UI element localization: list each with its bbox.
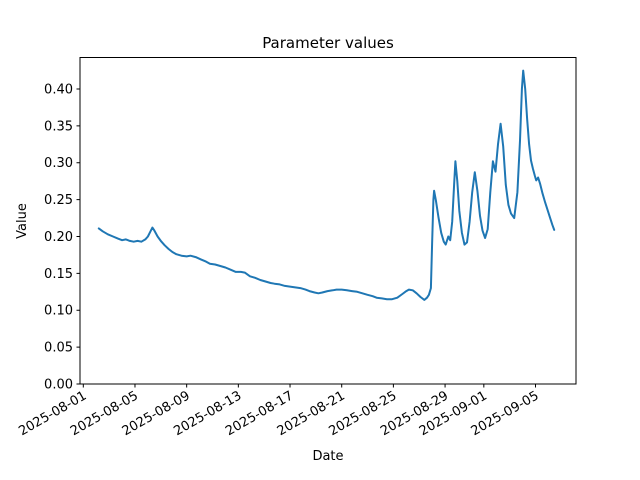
x-axis-label: Date <box>312 449 343 464</box>
y-tick-label: 0.30 <box>44 156 73 171</box>
data-line-series <box>97 69 556 301</box>
y-tick-label: 0.40 <box>44 82 73 97</box>
y-tick-label: 0.00 <box>44 378 73 393</box>
y-tick-label: 0.25 <box>44 193 73 208</box>
chart-title: Parameter values <box>262 34 394 52</box>
y-tick-label: 0.20 <box>44 230 73 245</box>
plot-area-border <box>79 57 577 385</box>
y-tick-label: 0.05 <box>44 341 73 356</box>
y-axis-label: Value <box>15 203 30 239</box>
x-axis-ticks: 2025-08-012025-08-052025-08-092025-08-13… <box>16 384 542 439</box>
y-tick-label: 0.10 <box>44 304 73 319</box>
y-axis-ticks: 0.00 0.05 0.10 0.15 0.20 0.25 0.30 0.35 0.40 <box>44 82 80 393</box>
y-tick-label: 0.35 <box>44 119 73 134</box>
y-tick-label: 0.15 <box>44 267 73 282</box>
